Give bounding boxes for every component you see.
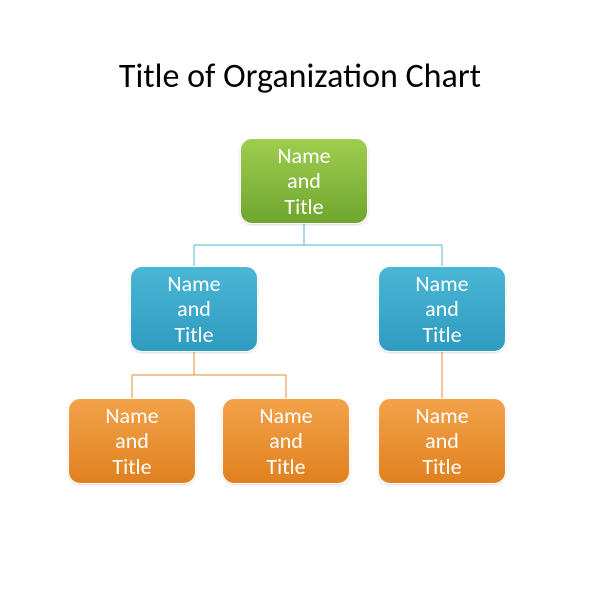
chart-title: Title of Organization Chart — [0, 56, 600, 97]
org-node: Name and Title — [240, 138, 368, 224]
org-node: Name and Title — [222, 398, 350, 484]
org-node: Name and Title — [68, 398, 196, 484]
org-node: Name and Title — [378, 266, 506, 352]
org-node: Name and Title — [130, 266, 258, 352]
org-node: Name and Title — [378, 398, 506, 484]
org-chart-page: Title of Organization Chart Name and Tit… — [0, 0, 600, 600]
